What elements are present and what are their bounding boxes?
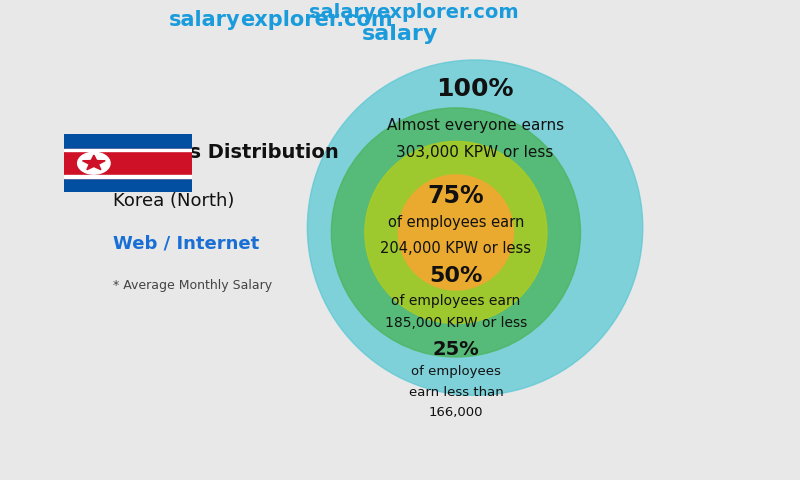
Bar <box>64 175 192 178</box>
Circle shape <box>331 108 581 357</box>
Text: Korea (North): Korea (North) <box>113 192 234 209</box>
Text: earn less than: earn less than <box>409 385 503 399</box>
Text: 185,000 KPW or less: 185,000 KPW or less <box>385 316 527 331</box>
Circle shape <box>365 142 547 324</box>
Circle shape <box>78 152 110 174</box>
Text: Salaries Distribution: Salaries Distribution <box>113 143 338 162</box>
Text: 166,000: 166,000 <box>429 407 483 420</box>
Text: 204,000 KPW or less: 204,000 KPW or less <box>380 241 531 256</box>
Text: Web / Internet: Web / Internet <box>113 235 258 252</box>
Circle shape <box>307 60 642 396</box>
Text: 25%: 25% <box>433 339 479 359</box>
Text: 50%: 50% <box>430 265 482 286</box>
Text: of employees: of employees <box>411 365 501 378</box>
Text: salary: salary <box>362 24 438 44</box>
Text: of employees earn: of employees earn <box>391 294 521 308</box>
Text: Almost everyone earns: Almost everyone earns <box>386 118 564 133</box>
Text: 75%: 75% <box>427 184 484 208</box>
Bar <box>64 178 192 192</box>
Circle shape <box>398 175 514 290</box>
Text: salary: salary <box>169 10 240 30</box>
Polygon shape <box>82 155 106 170</box>
Text: 303,000 KPW or less: 303,000 KPW or less <box>396 145 554 160</box>
Bar <box>64 134 192 149</box>
Text: 100%: 100% <box>436 77 514 101</box>
Bar <box>64 149 192 178</box>
Text: salary: salary <box>310 2 376 22</box>
Text: explorer.com: explorer.com <box>240 10 393 30</box>
Bar <box>64 149 192 151</box>
Text: explorer.com: explorer.com <box>376 2 518 22</box>
Text: of employees earn: of employees earn <box>388 216 524 230</box>
Text: * Average Monthly Salary: * Average Monthly Salary <box>113 279 272 292</box>
